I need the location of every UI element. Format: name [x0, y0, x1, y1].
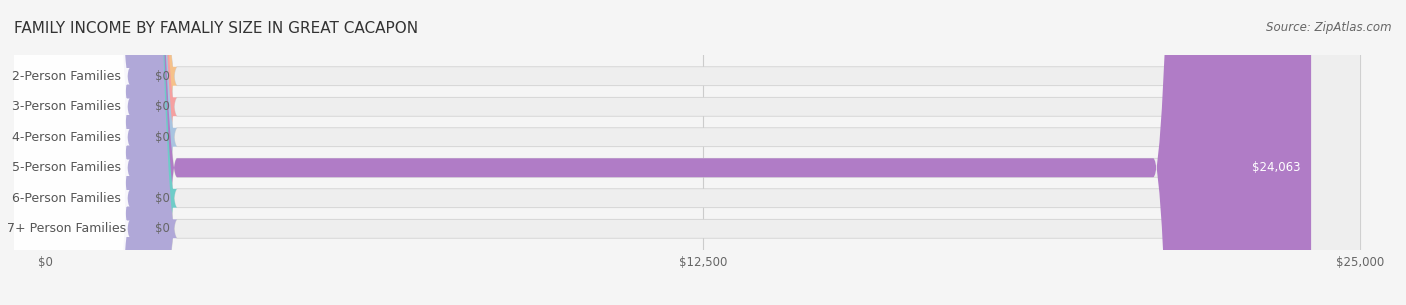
FancyBboxPatch shape: [0, 0, 177, 305]
FancyBboxPatch shape: [20, 0, 1361, 305]
Text: 6-Person Families: 6-Person Families: [13, 192, 121, 205]
FancyBboxPatch shape: [4, 0, 129, 305]
Text: FAMILY INCOME BY FAMALIY SIZE IN GREAT CACAPON: FAMILY INCOME BY FAMALIY SIZE IN GREAT C…: [14, 21, 418, 36]
Text: $24,063: $24,063: [1253, 161, 1301, 174]
FancyBboxPatch shape: [20, 0, 1361, 305]
FancyBboxPatch shape: [4, 0, 129, 305]
FancyBboxPatch shape: [4, 0, 129, 305]
FancyBboxPatch shape: [20, 0, 1361, 305]
Text: 2-Person Families: 2-Person Families: [13, 70, 121, 83]
FancyBboxPatch shape: [20, 0, 1312, 305]
FancyBboxPatch shape: [0, 0, 177, 305]
FancyBboxPatch shape: [4, 0, 129, 305]
FancyBboxPatch shape: [20, 0, 1361, 305]
Text: 7+ Person Families: 7+ Person Families: [7, 222, 127, 235]
FancyBboxPatch shape: [4, 0, 129, 305]
Text: $0: $0: [155, 131, 170, 144]
Text: 4-Person Families: 4-Person Families: [13, 131, 121, 144]
FancyBboxPatch shape: [4, 0, 129, 305]
FancyBboxPatch shape: [0, 0, 177, 305]
Text: 3-Person Families: 3-Person Families: [13, 100, 121, 113]
FancyBboxPatch shape: [20, 0, 1361, 305]
FancyBboxPatch shape: [0, 0, 177, 305]
Text: $0: $0: [155, 192, 170, 205]
FancyBboxPatch shape: [20, 0, 1361, 305]
Text: $0: $0: [155, 70, 170, 83]
FancyBboxPatch shape: [0, 0, 177, 305]
Text: $0: $0: [155, 222, 170, 235]
Text: $0: $0: [155, 100, 170, 113]
Text: 5-Person Families: 5-Person Families: [13, 161, 121, 174]
Text: Source: ZipAtlas.com: Source: ZipAtlas.com: [1267, 21, 1392, 34]
